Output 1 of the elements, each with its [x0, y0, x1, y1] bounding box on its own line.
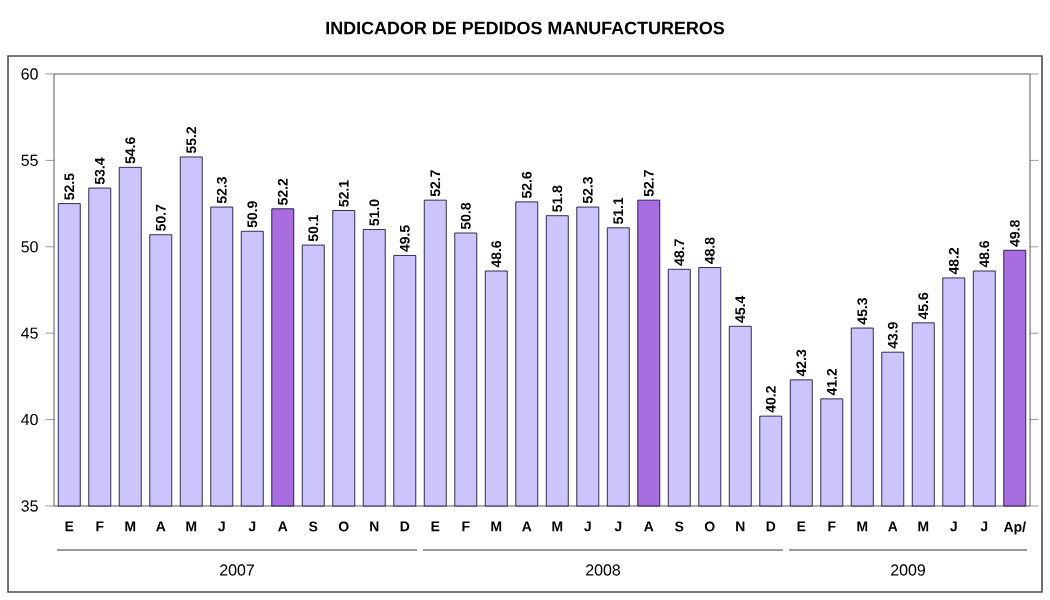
chart-title: INDICADOR DE PEDIDOS MANUFACTUREROS	[326, 21, 725, 35]
